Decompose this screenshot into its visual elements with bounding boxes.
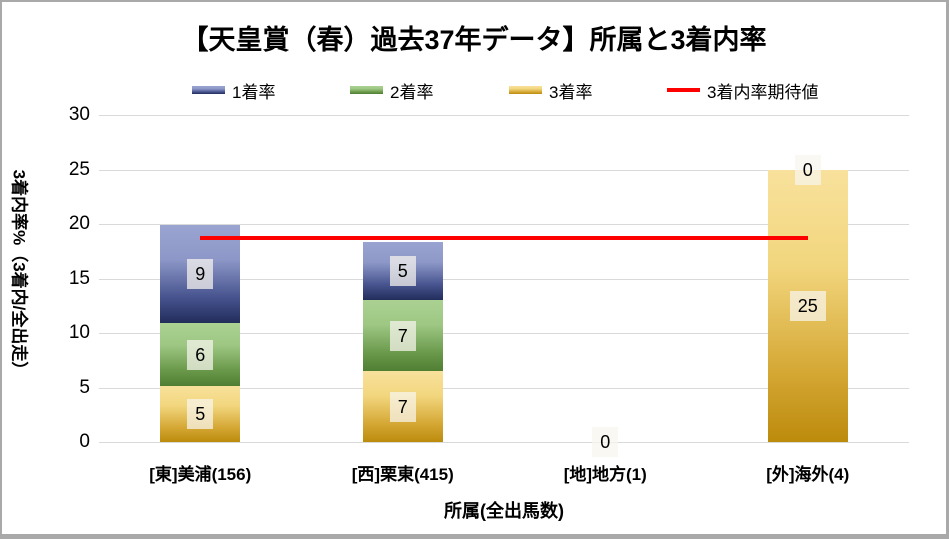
legend-bar-swatch-icon [350, 86, 383, 94]
y-axis-tick-label: 0 [79, 431, 90, 452]
legend-label: 1着率 [232, 82, 276, 102]
legend-item: 1着率 [192, 78, 275, 102]
y-axis-tick-label: 15 [68, 267, 90, 289]
data-label: 7 [389, 391, 416, 422]
legend: 1着率 2着率 3着率 3着内率期待値 [2, 78, 946, 102]
legend-item: 3着内率期待値 [667, 78, 818, 102]
legend-label: 2着率 [390, 82, 434, 102]
gridline [99, 333, 909, 334]
x-axis-category-label: [東]美浦(156) [149, 465, 252, 484]
y-axis-tick-label: 25 [68, 158, 90, 180]
legend-label: 3着率 [549, 82, 593, 102]
data-label: 7 [389, 320, 416, 351]
legend-bar-swatch-icon [509, 86, 542, 94]
y-axis-tick-label: 10 [68, 322, 90, 343]
y-axis-tick-label: 20 [68, 213, 90, 234]
gridline [99, 224, 909, 225]
legend-bar-swatch-icon [192, 86, 225, 94]
gridline [99, 115, 909, 116]
zero-data-label: 0 [592, 427, 619, 457]
legend-item: 2着率 [350, 78, 433, 102]
data-label: 25 [789, 290, 826, 321]
legend-item: 3着率 [509, 78, 592, 102]
gridline [99, 169, 909, 171]
data-label: 6 [187, 339, 214, 370]
data-label: 5 [187, 399, 214, 430]
chart-title: 【天皇賞（春）過去37年データ】所属と3着内率 [181, 25, 767, 55]
data-label: 5 [389, 256, 416, 287]
gridline [99, 442, 909, 443]
zero-data-label: 0 [794, 154, 821, 185]
x-axis-category-label: [外]海外(4) [766, 465, 850, 484]
gridline [99, 278, 909, 280]
y-axis-tick-label: 5 [79, 376, 90, 398]
x-axis-title: 所属(全出馬数) [444, 501, 564, 521]
x-axis-category-label: [地]地方(1) [563, 465, 647, 484]
x-axis-category-label: [西]栗東(415) [351, 465, 454, 484]
data-label: 9 [187, 259, 214, 290]
expected-value-line [200, 236, 808, 241]
legend-label: 3着内率期待値 [707, 82, 819, 102]
legend-line-swatch-icon [667, 88, 700, 92]
gridline [99, 387, 909, 389]
y-axis-tick-label: 30 [68, 104, 90, 125]
